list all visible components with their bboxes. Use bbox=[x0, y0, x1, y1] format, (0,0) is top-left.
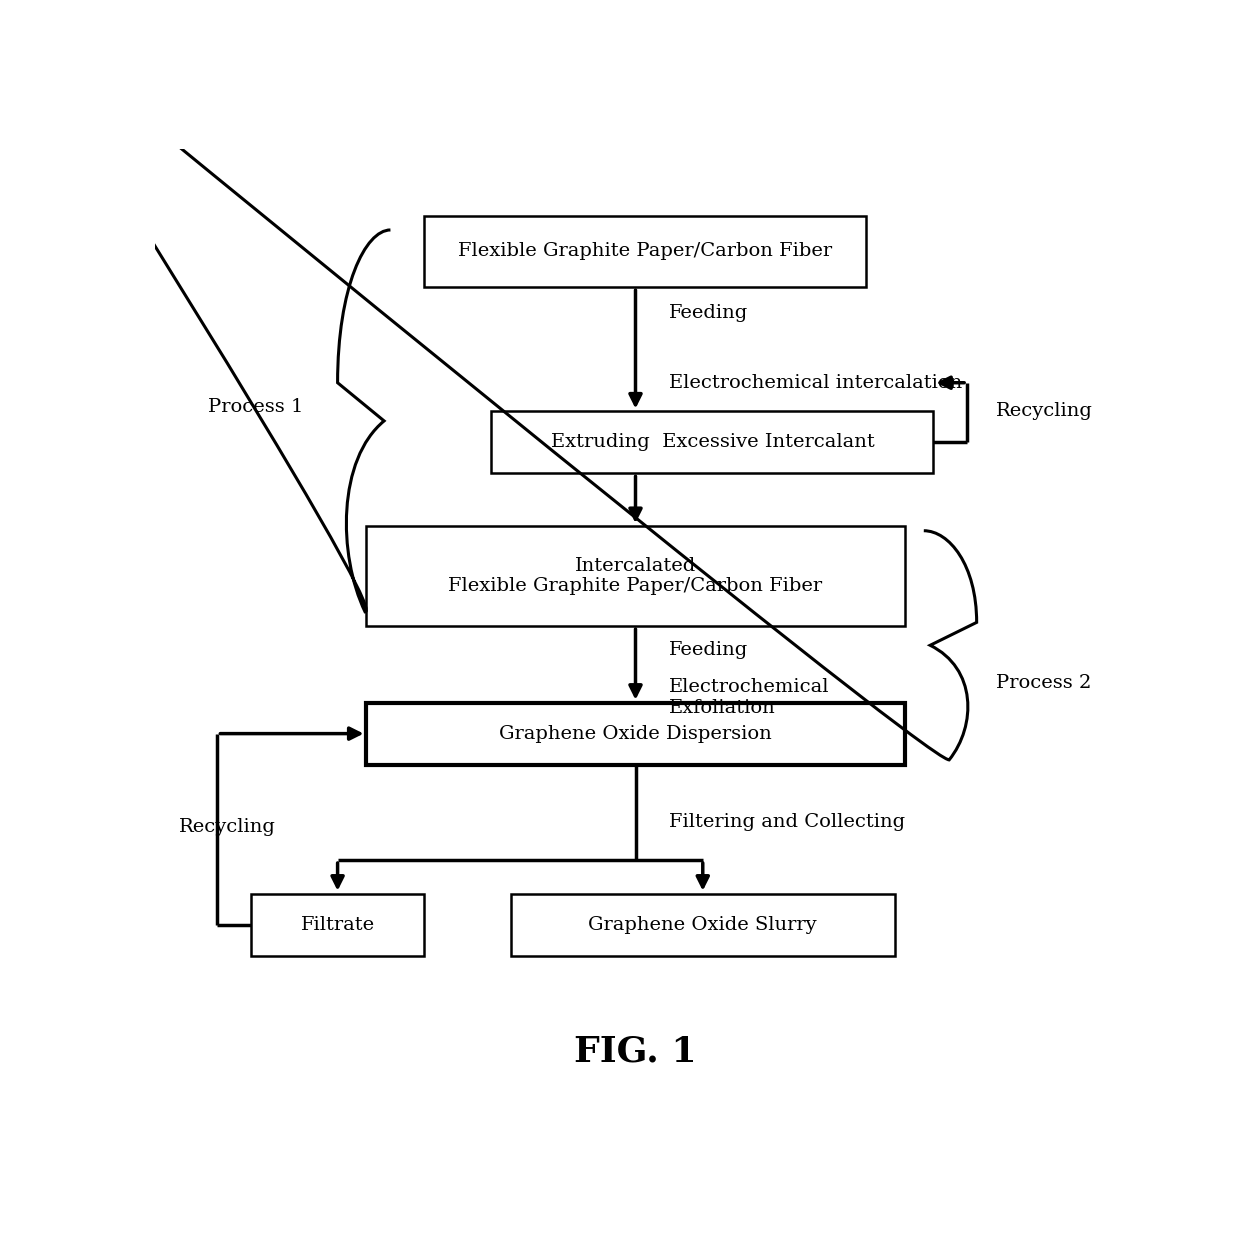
Text: Recycling: Recycling bbox=[996, 402, 1092, 420]
FancyBboxPatch shape bbox=[250, 894, 424, 956]
Text: Process 2: Process 2 bbox=[996, 675, 1091, 692]
FancyBboxPatch shape bbox=[367, 526, 905, 626]
Text: Electrochemical
Exfoliation: Electrochemical Exfoliation bbox=[670, 678, 830, 717]
Text: Electrochemical intercalation: Electrochemical intercalation bbox=[670, 373, 962, 392]
Text: Flexible Graphite Paper/Carbon Fiber: Flexible Graphite Paper/Carbon Fiber bbox=[458, 243, 832, 260]
FancyBboxPatch shape bbox=[424, 216, 866, 288]
Text: Process 1: Process 1 bbox=[208, 398, 304, 415]
Text: Filtrate: Filtrate bbox=[300, 915, 374, 934]
Text: Extruding  Excessive Intercalant: Extruding Excessive Intercalant bbox=[551, 434, 874, 451]
Text: Graphene Oxide Dispersion: Graphene Oxide Dispersion bbox=[500, 724, 771, 743]
FancyBboxPatch shape bbox=[491, 412, 934, 474]
Text: Intercalated
Flexible Graphite Paper/Carbon Fiber: Intercalated Flexible Graphite Paper/Car… bbox=[449, 557, 822, 595]
Text: FIG. 1: FIG. 1 bbox=[574, 1034, 697, 1068]
Text: Graphene Oxide Slurry: Graphene Oxide Slurry bbox=[589, 915, 817, 934]
Text: Feeding: Feeding bbox=[670, 304, 749, 322]
Text: Filtering and Collecting: Filtering and Collecting bbox=[670, 813, 905, 831]
Text: Recycling: Recycling bbox=[179, 817, 275, 836]
Text: Feeding: Feeding bbox=[670, 641, 749, 660]
FancyBboxPatch shape bbox=[367, 703, 905, 765]
FancyBboxPatch shape bbox=[511, 894, 895, 956]
